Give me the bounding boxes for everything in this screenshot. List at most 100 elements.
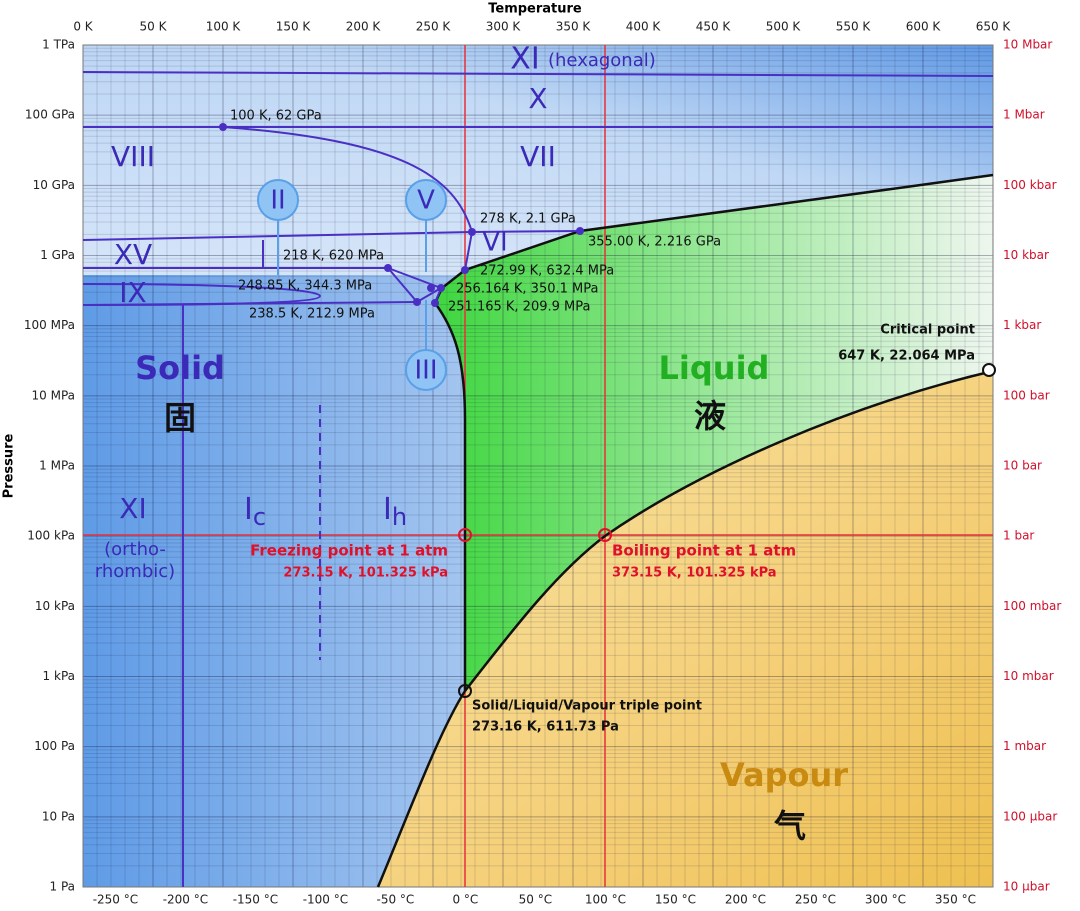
region-label: 固 [164,399,196,437]
region-label: I [383,492,392,527]
annotation: 272.99 K, 632.4 MPa [480,264,614,279]
vapour-region [378,372,993,887]
region-label: V [417,186,435,216]
top-tick-label: 500 K [766,20,802,34]
right-tick-label: 10 kbar [1003,248,1049,262]
left-tick-label: 10 GPa [33,178,75,192]
left-tick-label: 1 Pa [50,880,76,894]
freezing-point [458,528,472,542]
annotation: Freezing point at 1 atm [250,542,448,560]
annotation: 238.5 K, 212.9 MPa [249,307,375,322]
bottom-tick-label: 0 °C [452,893,478,907]
annotation: 256.164 K, 350.1 MPa [456,282,598,297]
right-tick-label: 100 bar [1003,388,1050,402]
right-tick-label: 100 kbar [1003,178,1057,192]
bottom-tick-label: 50 °C [519,893,552,907]
bubble [405,179,447,221]
top-tick-label: 450 K [696,20,732,34]
top-tick-label: 300 K [486,20,522,34]
right-tick-label: 100 µbar [1003,809,1057,823]
critical-point [982,363,996,377]
right-tick-label: 1 kbar [1003,318,1041,332]
annotation: 278 K, 2.1 GPa [480,212,576,227]
point [461,266,469,274]
bottom-tick-label: 100 °C [585,893,626,907]
region-label: 气 [774,807,806,845]
boundary [82,301,418,306]
bottom-tick-label: 250 °C [795,893,836,907]
vapour-boundary [376,370,990,888]
annotation: 100 K, 62 GPa [230,109,322,124]
annotation: Critical point [880,323,975,338]
left-tick-label: 1 kPa [43,669,75,683]
bubble [257,179,299,221]
point [219,123,227,131]
annotation: 248.85 K, 344.3 MPa [238,279,372,294]
triple-point [458,684,472,698]
annotation: Solid/Liquid/Vapour triple point [472,699,702,714]
right-tick-label: 100 mbar [1003,599,1061,613]
region-label: III [414,356,437,386]
boundary [464,230,581,271]
left-tick-label: 1 GPa [40,248,75,262]
bottom-tick-label: -100 °C [303,893,348,907]
axis-ticks: 0 K 50 K 100 K 150 K 200 K 250 K 300 K 350 K 400… [24,20,1062,907]
annotation: 355.00 K, 2.216 GPa [588,235,721,250]
point [576,227,584,235]
phase-bubbles [257,179,447,391]
region-label: Ih [383,492,407,532]
top-tick-label: 50 K [140,20,168,34]
point [437,284,445,292]
region-label: VI [482,228,507,258]
plot-area [82,44,994,888]
region-label: VIII [111,140,155,173]
point [413,298,421,306]
point [427,284,435,292]
region-label: Solid [135,349,225,387]
left-tick-label: 10 MPa [32,388,76,402]
region-label: XV [114,238,152,271]
right-tick-label: 1 mbar [1003,739,1046,753]
annotation: 218 K, 620 MPa [283,249,384,264]
region-label: (ortho- [104,539,166,560]
point [431,299,439,307]
bottom-tick-label: 200 °C [725,893,766,907]
point [384,264,392,272]
top-tick-label: 400 K [626,20,662,34]
region-label: XI [510,42,539,77]
melting-boundary [433,173,994,691]
boundary [222,126,473,233]
region-label: Vapour [720,756,848,794]
region-label: VII [520,140,556,173]
annotation: Boiling point at 1 atm [612,542,796,560]
right-tick-label: 1 bar [1003,529,1034,543]
annotation: 373.15 K, 101.325 kPa [612,566,777,581]
bottom-tick-label: -50 °C [377,893,415,907]
region-label: Liquid [659,349,770,387]
bottom-tick-label: -250 °C [93,893,138,907]
right-tick-label: 10 µbar [1003,880,1050,894]
region-label: XI [119,492,146,525]
annotation: 647 K, 22.064 MPa [838,349,975,364]
boundary [82,71,994,77]
region-label: X [528,82,547,115]
top-tick-label: 600 K [906,20,942,34]
right-tick-label: 1 Mbar [1003,108,1045,122]
region-label: Ic [244,492,266,532]
bottom-tick-label: 300 °C [865,893,906,907]
bottom-tick-label: 350 °C [935,893,976,907]
bottom-tick-label: -200 °C [163,893,208,907]
point [468,228,476,236]
boiling-point [598,528,612,542]
annotation: 273.16 K, 611.73 Pa [472,720,619,735]
plot-frame [82,44,994,888]
left-tick-label: 100 MPa [24,318,75,332]
axis-title: Pressure [2,433,17,498]
top-tick-label: 100 K [206,20,242,34]
phase-boundaries [82,71,996,888]
left-tick-label: 10 kPa [35,599,75,613]
top-tick-label: 150 K [276,20,312,34]
region-label: IX [119,276,146,309]
annotations: 100 K, 62 GPa 278 K, 2.1 GPa 355.00 K, 2… [230,109,975,735]
